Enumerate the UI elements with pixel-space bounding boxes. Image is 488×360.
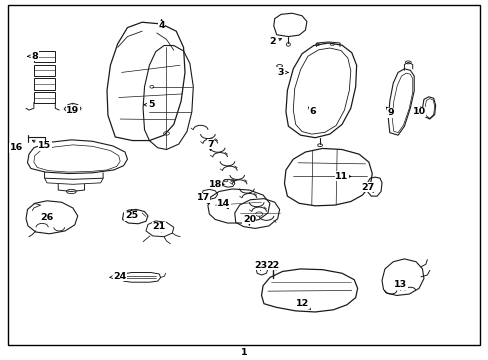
Text: 22: 22 <box>265 261 279 270</box>
Text: 6: 6 <box>308 107 315 116</box>
Text: 16: 16 <box>10 143 23 152</box>
Text: 11: 11 <box>335 172 350 181</box>
Text: 27: 27 <box>360 183 373 192</box>
Text: 9: 9 <box>386 107 393 117</box>
Text: 18: 18 <box>208 180 224 189</box>
Text: 23: 23 <box>253 261 266 270</box>
Text: 1: 1 <box>241 348 247 357</box>
Text: 14: 14 <box>217 199 230 209</box>
Text: 20: 20 <box>243 215 255 225</box>
Text: 26: 26 <box>41 213 54 223</box>
Text: 21: 21 <box>152 222 165 232</box>
Text: 24: 24 <box>109 271 126 280</box>
Text: 25: 25 <box>124 210 138 220</box>
Text: 15: 15 <box>32 140 51 150</box>
Text: 8: 8 <box>28 52 38 61</box>
Text: 13: 13 <box>393 280 407 290</box>
Text: 5: 5 <box>143 100 155 109</box>
Text: 7: 7 <box>206 140 213 150</box>
Text: 3: 3 <box>277 68 287 77</box>
Text: 2: 2 <box>269 37 281 46</box>
Text: 4: 4 <box>158 19 164 30</box>
Text: 19: 19 <box>66 105 80 114</box>
Text: 17: 17 <box>196 193 209 204</box>
Text: 12: 12 <box>296 299 310 309</box>
Text: 10: 10 <box>412 107 425 116</box>
